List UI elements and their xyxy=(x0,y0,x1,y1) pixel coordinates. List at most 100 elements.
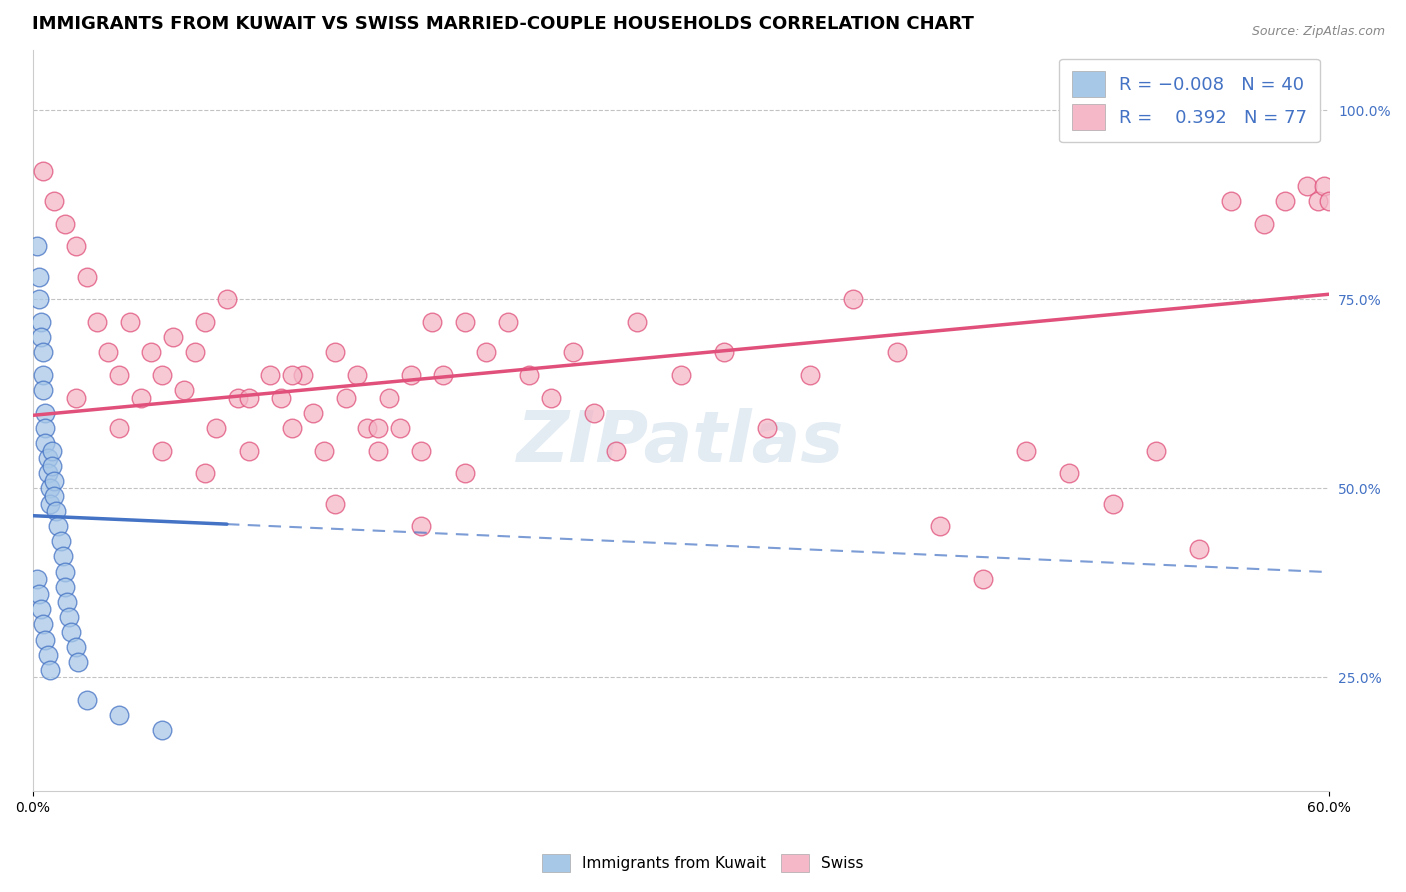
Point xyxy=(42,489,65,503)
Point xyxy=(37,467,59,481)
Point xyxy=(66,655,89,669)
Point xyxy=(183,345,205,359)
Point xyxy=(30,315,52,329)
Point xyxy=(314,443,336,458)
Point xyxy=(280,368,302,382)
Point xyxy=(399,368,422,382)
Point xyxy=(162,330,184,344)
Point xyxy=(56,595,79,609)
Point xyxy=(972,572,994,586)
Point xyxy=(1253,217,1275,231)
Point xyxy=(1220,194,1243,208)
Point xyxy=(52,549,75,564)
Point xyxy=(150,368,173,382)
Point xyxy=(65,391,87,405)
Point xyxy=(367,421,389,435)
Point xyxy=(28,269,51,284)
Point xyxy=(605,443,627,458)
Point xyxy=(1306,194,1329,208)
Point xyxy=(108,368,131,382)
Point xyxy=(118,315,141,329)
Point xyxy=(1015,443,1038,458)
Point xyxy=(150,723,173,738)
Point xyxy=(1313,178,1336,193)
Point xyxy=(32,163,55,178)
Text: ZIPatlas: ZIPatlas xyxy=(517,408,844,477)
Point xyxy=(173,383,195,397)
Point xyxy=(25,572,48,586)
Legend: Immigrants from Kuwait, Swiss: Immigrants from Kuwait, Swiss xyxy=(534,846,872,880)
Point xyxy=(388,421,411,435)
Point xyxy=(41,443,63,458)
Point xyxy=(713,345,735,359)
Point xyxy=(378,391,401,405)
Point xyxy=(38,663,60,677)
Point xyxy=(302,406,325,420)
Point xyxy=(475,345,498,359)
Legend: R = −0.008   N = 40, R =    0.392   N = 77: R = −0.008 N = 40, R = 0.392 N = 77 xyxy=(1059,59,1320,143)
Point xyxy=(928,519,950,533)
Point xyxy=(1188,541,1211,556)
Point xyxy=(38,496,60,510)
Point xyxy=(323,496,346,510)
Point xyxy=(42,194,65,208)
Point xyxy=(34,421,56,435)
Point xyxy=(517,368,540,382)
Point xyxy=(291,368,314,382)
Point xyxy=(453,315,475,329)
Point xyxy=(496,315,519,329)
Point xyxy=(45,504,67,518)
Point xyxy=(756,421,779,435)
Point xyxy=(1317,194,1340,208)
Point xyxy=(194,467,217,481)
Point xyxy=(205,421,228,435)
Point xyxy=(32,345,55,359)
Point xyxy=(32,617,55,632)
Point xyxy=(583,406,606,420)
Point xyxy=(280,421,302,435)
Point xyxy=(150,443,173,458)
Point xyxy=(669,368,692,382)
Point xyxy=(356,421,378,435)
Point xyxy=(194,315,217,329)
Point xyxy=(42,474,65,488)
Point xyxy=(799,368,821,382)
Point xyxy=(411,519,433,533)
Point xyxy=(30,330,52,344)
Point xyxy=(30,602,52,616)
Point xyxy=(86,315,108,329)
Point xyxy=(238,391,260,405)
Point xyxy=(886,345,908,359)
Point xyxy=(626,315,648,329)
Point xyxy=(108,708,131,723)
Point xyxy=(346,368,368,382)
Point xyxy=(38,482,60,496)
Point xyxy=(453,467,475,481)
Point xyxy=(215,293,238,307)
Point xyxy=(1101,496,1123,510)
Point xyxy=(32,383,55,397)
Point xyxy=(141,345,163,359)
Point xyxy=(49,534,72,549)
Point xyxy=(540,391,562,405)
Point xyxy=(48,519,70,533)
Point xyxy=(259,368,281,382)
Point xyxy=(34,436,56,450)
Point xyxy=(76,269,98,284)
Point xyxy=(53,217,76,231)
Point xyxy=(65,239,87,253)
Point xyxy=(25,239,48,253)
Point xyxy=(53,580,76,594)
Point xyxy=(1296,178,1319,193)
Point xyxy=(76,693,98,707)
Point xyxy=(323,345,346,359)
Point xyxy=(367,443,389,458)
Point xyxy=(65,640,87,655)
Point xyxy=(41,458,63,473)
Point xyxy=(238,443,260,458)
Point xyxy=(411,443,433,458)
Point xyxy=(37,648,59,662)
Point xyxy=(420,315,443,329)
Point xyxy=(335,391,357,405)
Point xyxy=(1144,443,1167,458)
